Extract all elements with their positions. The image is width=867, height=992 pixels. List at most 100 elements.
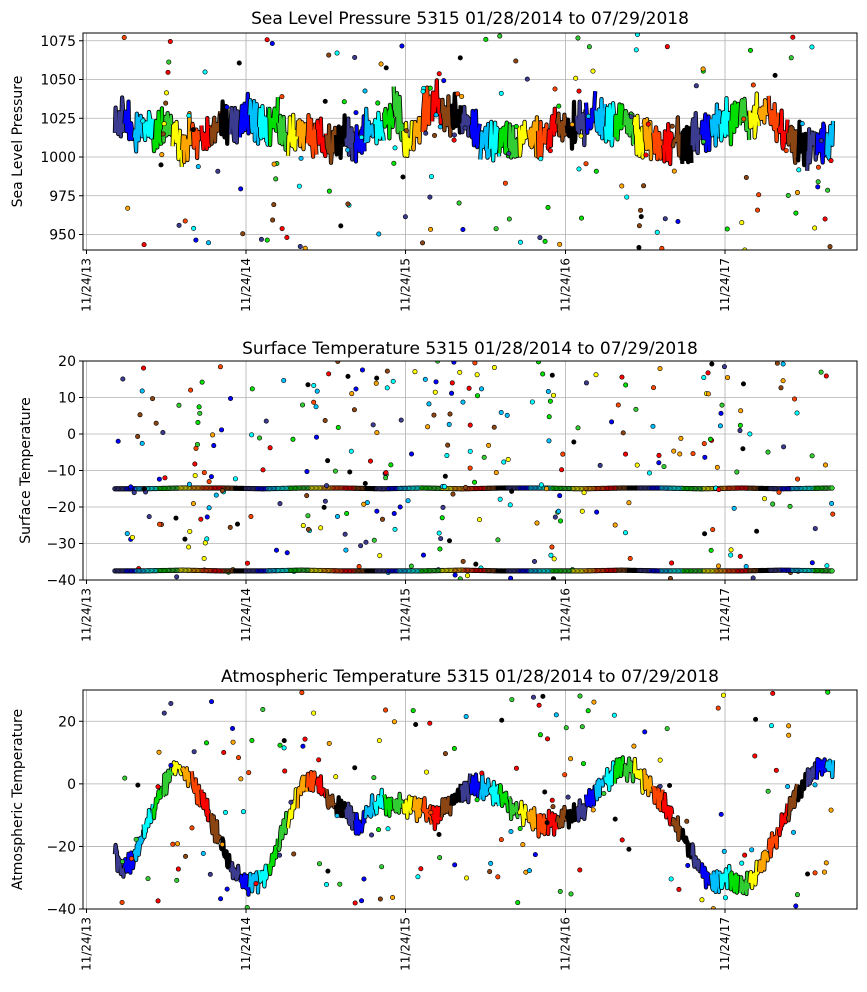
outlier-point (780, 361, 786, 367)
series-segment (382, 103, 395, 140)
outlier-point (545, 736, 551, 742)
series-segment (488, 780, 501, 807)
outlier-point (791, 829, 797, 835)
series-segment (709, 103, 722, 147)
series-segment (229, 106, 241, 144)
outlier-point (157, 521, 163, 527)
series-segment (459, 773, 472, 804)
outlier-point (642, 729, 648, 735)
x-tick-label: 11/24/13 (79, 258, 93, 312)
series-segment (113, 843, 126, 878)
outlier-point (436, 832, 442, 838)
series-segment (738, 97, 751, 141)
outlier-point (737, 428, 743, 434)
outlier-point (173, 515, 179, 521)
x-tick-label: 11/24/14 (239, 917, 253, 971)
outlier-point (716, 487, 722, 493)
outlier-point (369, 832, 375, 838)
series-segment (200, 789, 212, 822)
x-tick-label: 11/24/17 (718, 917, 732, 971)
outlier-point (153, 420, 159, 426)
outlier-point (119, 859, 125, 865)
outlier-point (552, 514, 558, 520)
outlier-point (546, 438, 552, 444)
outlier-point (356, 563, 362, 569)
outlier-point (473, 561, 479, 567)
outlier-point (400, 174, 406, 180)
series-segment (719, 96, 732, 142)
grid (83, 33, 857, 250)
outlier-point (524, 76, 530, 82)
outlier-point (633, 47, 639, 53)
outlier-point (345, 201, 351, 207)
outlier-point (161, 710, 167, 716)
chart-title: Surface Temperature 5315 01/28/2014 to 0… (242, 339, 698, 359)
outlier-point (472, 479, 478, 485)
series-segment (411, 116, 424, 151)
outlier-point (221, 749, 227, 755)
outlier-point (176, 222, 182, 228)
outlier-point (460, 558, 466, 564)
outlier-point (597, 462, 603, 468)
series-segment (825, 759, 835, 779)
outlier-point (828, 807, 834, 813)
outlier-point (743, 564, 749, 570)
series-segment (277, 811, 289, 852)
outlier-point (388, 462, 394, 468)
outlier-point (778, 385, 784, 391)
outlier-point (781, 444, 787, 450)
outlier-point (809, 44, 815, 50)
outlier-point (367, 458, 373, 464)
outlier-point (537, 235, 543, 241)
outlier-point (379, 864, 385, 870)
outlier-point (646, 470, 652, 476)
outlier-point (499, 717, 505, 723)
outlier-point (506, 216, 512, 222)
outlier-point (155, 898, 161, 904)
outlier-point (579, 215, 585, 221)
outlier-point (305, 513, 311, 519)
series-segment (257, 104, 270, 146)
series-segment (392, 792, 405, 814)
outlier-point (529, 399, 535, 405)
series-segment (642, 769, 655, 797)
series-segment (238, 873, 251, 896)
series-segment (171, 761, 183, 776)
outlier-point (661, 464, 667, 470)
outlier-point (615, 402, 621, 408)
outlier-point (536, 702, 542, 708)
outlier-point (638, 207, 644, 213)
series-segment (450, 92, 462, 134)
outlier-point (725, 375, 731, 381)
outlier-point (708, 547, 714, 553)
y-tick-label: −20 (46, 500, 76, 516)
outlier-point (450, 491, 456, 497)
series-segment (469, 773, 482, 798)
series-segment (604, 761, 616, 792)
outlier-point (175, 841, 181, 847)
outlier-point (545, 388, 551, 394)
outlier-point (197, 410, 203, 416)
series-segment (498, 783, 510, 813)
outlier-point (176, 402, 182, 408)
outlier-point (139, 388, 145, 394)
series-segment (642, 117, 655, 161)
surface-temperature-chart: Surface Temperature 5315 01/28/2014 to 0… (18, 339, 858, 642)
outlier-point (445, 442, 451, 448)
outlier-point (495, 537, 501, 543)
x-tick-label: 11/24/16 (558, 258, 572, 312)
outlier-point (376, 738, 382, 744)
outlier-point (497, 33, 503, 39)
y-tick-label: 0 (67, 427, 76, 443)
outlier-point (374, 375, 380, 381)
series-segment (767, 95, 780, 143)
outlier-point (577, 867, 583, 873)
outlier-point (684, 818, 690, 824)
outlier-point (249, 386, 255, 392)
outlier-point (383, 707, 389, 713)
outlier-point (828, 158, 834, 164)
outlier-point (135, 433, 141, 439)
outlier-point (353, 110, 359, 116)
plot-frame (82, 689, 858, 910)
x-tick-label: 11/24/15 (399, 258, 413, 312)
